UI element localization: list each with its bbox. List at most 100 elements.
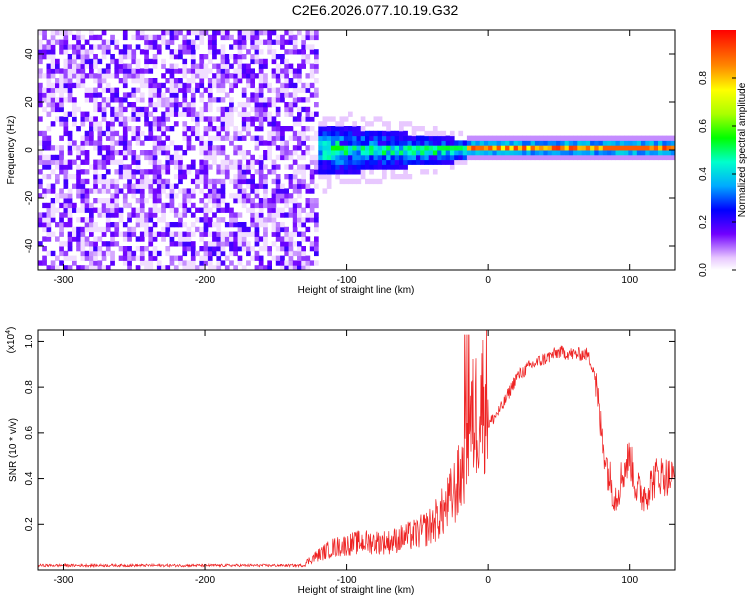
heatmap-cell [173,121,179,127]
heatmap-cell [50,44,56,50]
heatmap-cell [199,150,205,156]
heatmap-cell [110,73,115,79]
heatmap-cell [93,54,98,60]
x-tick-label: -200 [195,275,215,286]
heatmap-cell [169,68,175,74]
heatmap-cell [199,236,205,242]
heatmap-cell [496,135,502,141]
heatmap-cell [611,135,616,141]
heatmap-cell [212,39,217,45]
heatmap-cell [479,140,485,146]
heatmap-cell [93,140,98,146]
heatmap-cell [271,39,277,45]
heatmap-cell [148,154,154,161]
heatmap-cell [479,135,485,141]
heatmap-cell [594,135,599,141]
heatmap-cell [199,68,205,74]
heatmap-cell [284,202,289,209]
heatmap-cell [110,87,115,93]
heatmap-cell [237,164,243,170]
heatmap-cell [50,202,56,209]
heatmap-cell [42,54,47,60]
heatmap-cell [560,145,565,151]
heatmap-cell [314,154,319,161]
heatmap-cell [233,265,238,270]
heatmap-cell [314,87,319,93]
heatmap-cell [284,250,289,257]
heatmap-cell [212,78,217,84]
heatmap-cell [114,198,120,204]
heatmap-cell [509,154,515,161]
heatmap-cell [152,169,158,175]
heatmap-cell [292,92,298,98]
heatmap-cell [292,183,298,189]
heatmap-cell [131,78,137,84]
heatmap-cell [207,126,213,132]
heatmap-cell [216,222,222,228]
heatmap-cell [101,97,107,103]
heatmap-cell [59,188,64,194]
heatmap-cell [309,44,315,50]
heatmap-cell [139,198,145,204]
heatmap-cell [534,145,540,151]
heatmap-cell [67,217,73,223]
heatmap-cell [254,183,260,189]
heatmap-cell [101,178,107,185]
heatmap-cell [182,188,188,194]
heatmap-cell [161,212,166,218]
heatmap-cell [275,145,281,151]
heatmap-cell [118,121,124,127]
heatmap-cell [280,140,285,146]
heatmap-cell [224,241,230,247]
heatmap-cell [254,34,260,41]
heatmap-cell [122,154,128,161]
heatmap-cell [224,30,230,36]
heatmap-cell [331,154,336,161]
heatmap-cell [432,145,438,151]
heatmap-cell [365,135,370,141]
heatmap-cell [280,188,285,194]
heatmap-cell [165,169,171,175]
heatmap-cell [288,207,294,213]
heatmap-cell [301,150,306,156]
heatmap-cell [97,68,103,74]
heatmap-cell [297,260,302,266]
heatmap-cell [190,116,196,122]
heatmap-cell [352,135,357,141]
heatmap-cell [449,159,455,165]
heatmap-cell [670,150,675,156]
heatmap-cell [224,154,230,161]
heatmap-cell [407,154,413,161]
heatmap-cell [356,178,362,185]
heatmap-cell [267,34,272,41]
heatmap-cell [67,140,73,146]
heatmap-cell [122,174,128,180]
heatmap-cell [152,178,158,185]
heatmap-cell [551,140,557,146]
heatmap-cell [271,226,277,233]
heatmap-cell [63,174,69,180]
heatmap-cell [76,236,81,242]
heatmap-cell [288,164,294,170]
heatmap-cell [50,145,56,151]
heatmap-cell [496,145,502,151]
heatmap-cell [543,145,549,151]
heatmap-cell [382,140,387,146]
heatmap-cell [105,159,111,165]
heatmap-cell [322,121,328,127]
heatmap-cell [224,63,230,69]
heatmap-cell [246,164,251,170]
heatmap-cell [139,178,145,185]
heatmap-cell [309,207,315,213]
heatmap-cell [199,63,205,69]
heatmap-cell [292,135,298,141]
heatmap-cell [84,207,90,213]
heatmap-cell [488,150,493,156]
heatmap-cell [203,154,209,161]
heatmap-cell [195,126,200,132]
heatmap-cell [178,102,183,108]
heatmap-cell [161,217,166,223]
heatmap-cell [212,212,217,218]
heatmap-cell [190,54,196,60]
heatmap-cell [165,226,171,233]
